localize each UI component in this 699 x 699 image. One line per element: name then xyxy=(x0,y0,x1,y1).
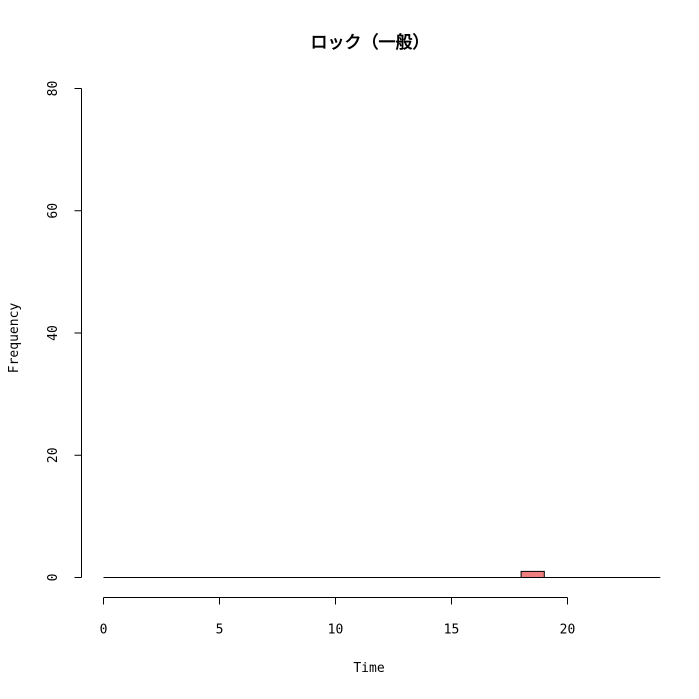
y-tick-label: 0 xyxy=(46,574,61,582)
x-tick-label: 15 xyxy=(444,623,460,638)
chart-title: ロック（一般） xyxy=(311,32,430,53)
y-axis-label: Frequency xyxy=(7,303,22,374)
bars-layer xyxy=(103,570,661,579)
y-tick-label: 80 xyxy=(46,81,61,97)
y-axis: 0 20 40 60 80 xyxy=(46,81,82,582)
x-tick-label: 20 xyxy=(560,623,576,638)
x-tick-label: 0 xyxy=(100,623,108,638)
y-tick-label: 60 xyxy=(46,203,61,219)
x-axis-label: Time xyxy=(353,661,384,676)
histogram-bar xyxy=(520,570,545,579)
x-tick-label: 5 xyxy=(216,623,224,638)
x-tick-label: 10 xyxy=(328,623,344,638)
y-tick-label: 20 xyxy=(46,447,61,463)
x-axis: 0 5 10 15 20 xyxy=(100,597,576,638)
y-tick-label: 40 xyxy=(46,325,61,341)
